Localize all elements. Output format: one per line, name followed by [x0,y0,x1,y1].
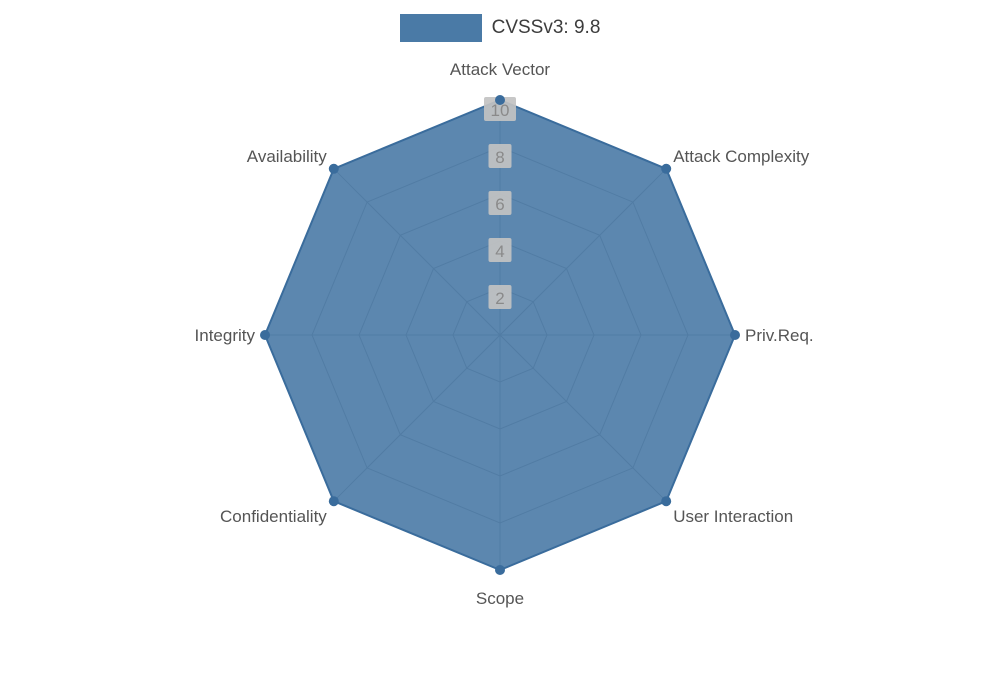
tick-label: 6 [495,195,504,214]
axis-label: Priv.Req. [745,326,814,345]
axis-label: Attack Complexity [673,147,810,166]
data-point [328,496,339,507]
tick-label: 8 [495,148,504,167]
axis-label: Availability [247,147,328,166]
axis-label: Confidentiality [220,507,327,526]
tick-label-box [488,191,512,215]
legend-swatch [399,14,482,42]
axis-label: User Interaction [673,507,793,526]
tick-label: 4 [495,242,504,261]
tick-label-box [488,238,512,262]
tick-label-box [484,97,516,121]
tick-label-box [488,285,512,309]
data-point [495,565,505,575]
legend: CVSSv3: 9.8 [0,14,1000,42]
axis-label: Integrity [195,326,256,345]
tick-label-box [488,144,512,168]
tick-label: 10 [491,101,510,120]
axis-label: Attack Vector [450,60,550,79]
data-point [730,330,740,340]
data-point [495,95,505,105]
data-point [328,163,339,174]
tick-label: 2 [495,289,504,308]
axis-label: Scope [476,589,524,608]
data-point [661,163,672,174]
data-point [661,496,672,507]
data-point [260,330,270,340]
legend-label: CVSSv3: 9.8 [491,17,601,38]
